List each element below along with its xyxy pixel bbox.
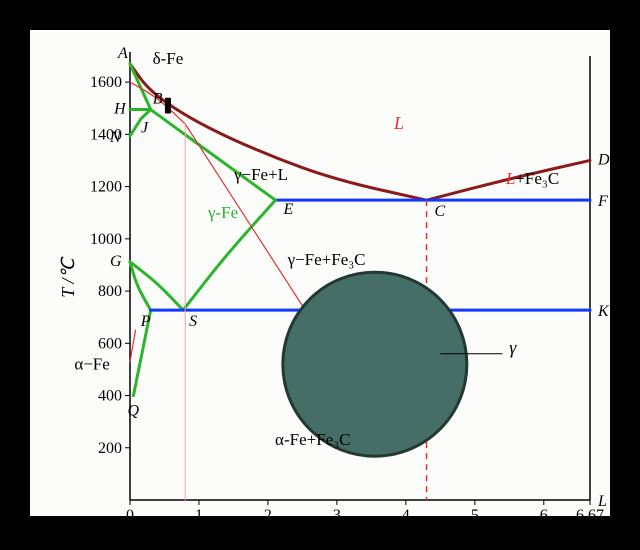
ytick-label: 1200 bbox=[90, 179, 122, 196]
point-label-G: G bbox=[110, 253, 122, 270]
xtick-label: 0 bbox=[126, 507, 134, 524]
ytick-label: 600 bbox=[98, 335, 122, 352]
point-label-H: H bbox=[113, 101, 127, 118]
point-label-D: D bbox=[597, 151, 610, 168]
region-label: γ bbox=[509, 338, 517, 358]
ytick-label: 400 bbox=[98, 388, 122, 405]
point-label-N: N bbox=[109, 129, 122, 146]
point-label-L: L bbox=[597, 493, 607, 510]
ytick-label: 1600 bbox=[90, 74, 122, 91]
region-label: α−Fe bbox=[74, 354, 110, 373]
ytick-label: 1000 bbox=[90, 231, 122, 248]
x-axis-label-center: C% bbox=[367, 524, 394, 544]
xtick-label: 2 bbox=[264, 507, 272, 524]
region-label: α-Fe+Fe₃C bbox=[275, 430, 350, 449]
region-label: L bbox=[393, 113, 404, 133]
point-label-P: P bbox=[140, 313, 151, 330]
curve-BE-green-solidus bbox=[151, 110, 276, 201]
phase-diagram-svg: 200400600800100012001400160001234566.67T… bbox=[0, 0, 640, 550]
region-label: γ−Fe+L bbox=[233, 165, 288, 184]
region-label: γ-Fe bbox=[207, 203, 238, 222]
xtick-label: 4 bbox=[402, 507, 410, 524]
xtick-label: 1 bbox=[195, 507, 203, 524]
figure-root: 200400600800100012001400160001234566.67T… bbox=[0, 0, 640, 550]
point-label-F: F bbox=[597, 193, 608, 210]
point-label-S: S bbox=[189, 313, 197, 330]
point-label-K: K bbox=[597, 303, 610, 320]
ytick-label: 800 bbox=[98, 283, 122, 300]
point-label-E: E bbox=[283, 201, 294, 218]
point-label-J: J bbox=[141, 120, 149, 137]
curve-red-thin-alpha bbox=[130, 330, 136, 361]
point-label-B: B bbox=[153, 91, 163, 108]
ytick-label: 200 bbox=[98, 440, 122, 457]
curve-NJ-green bbox=[130, 119, 141, 136]
region-label: δ-Fe bbox=[153, 49, 184, 68]
region-label: γ−Fe+Fe₃C bbox=[287, 250, 366, 269]
point-label-Q: Q bbox=[127, 403, 139, 420]
xtick-label: 5 bbox=[471, 507, 479, 524]
y-axis-label: T /℃ bbox=[58, 257, 78, 298]
xtick-label: 3 bbox=[333, 507, 341, 524]
micrograph-disc bbox=[283, 272, 467, 456]
x-axis-label-right: Fe₃C bbox=[554, 524, 590, 544]
x-axis-label-left: Fe bbox=[121, 524, 139, 544]
region-label: L+Fe₃C bbox=[505, 169, 559, 188]
point-label-A: A bbox=[117, 45, 128, 62]
point-label-C: C bbox=[435, 203, 446, 220]
xtick-label: 6 bbox=[540, 507, 548, 524]
